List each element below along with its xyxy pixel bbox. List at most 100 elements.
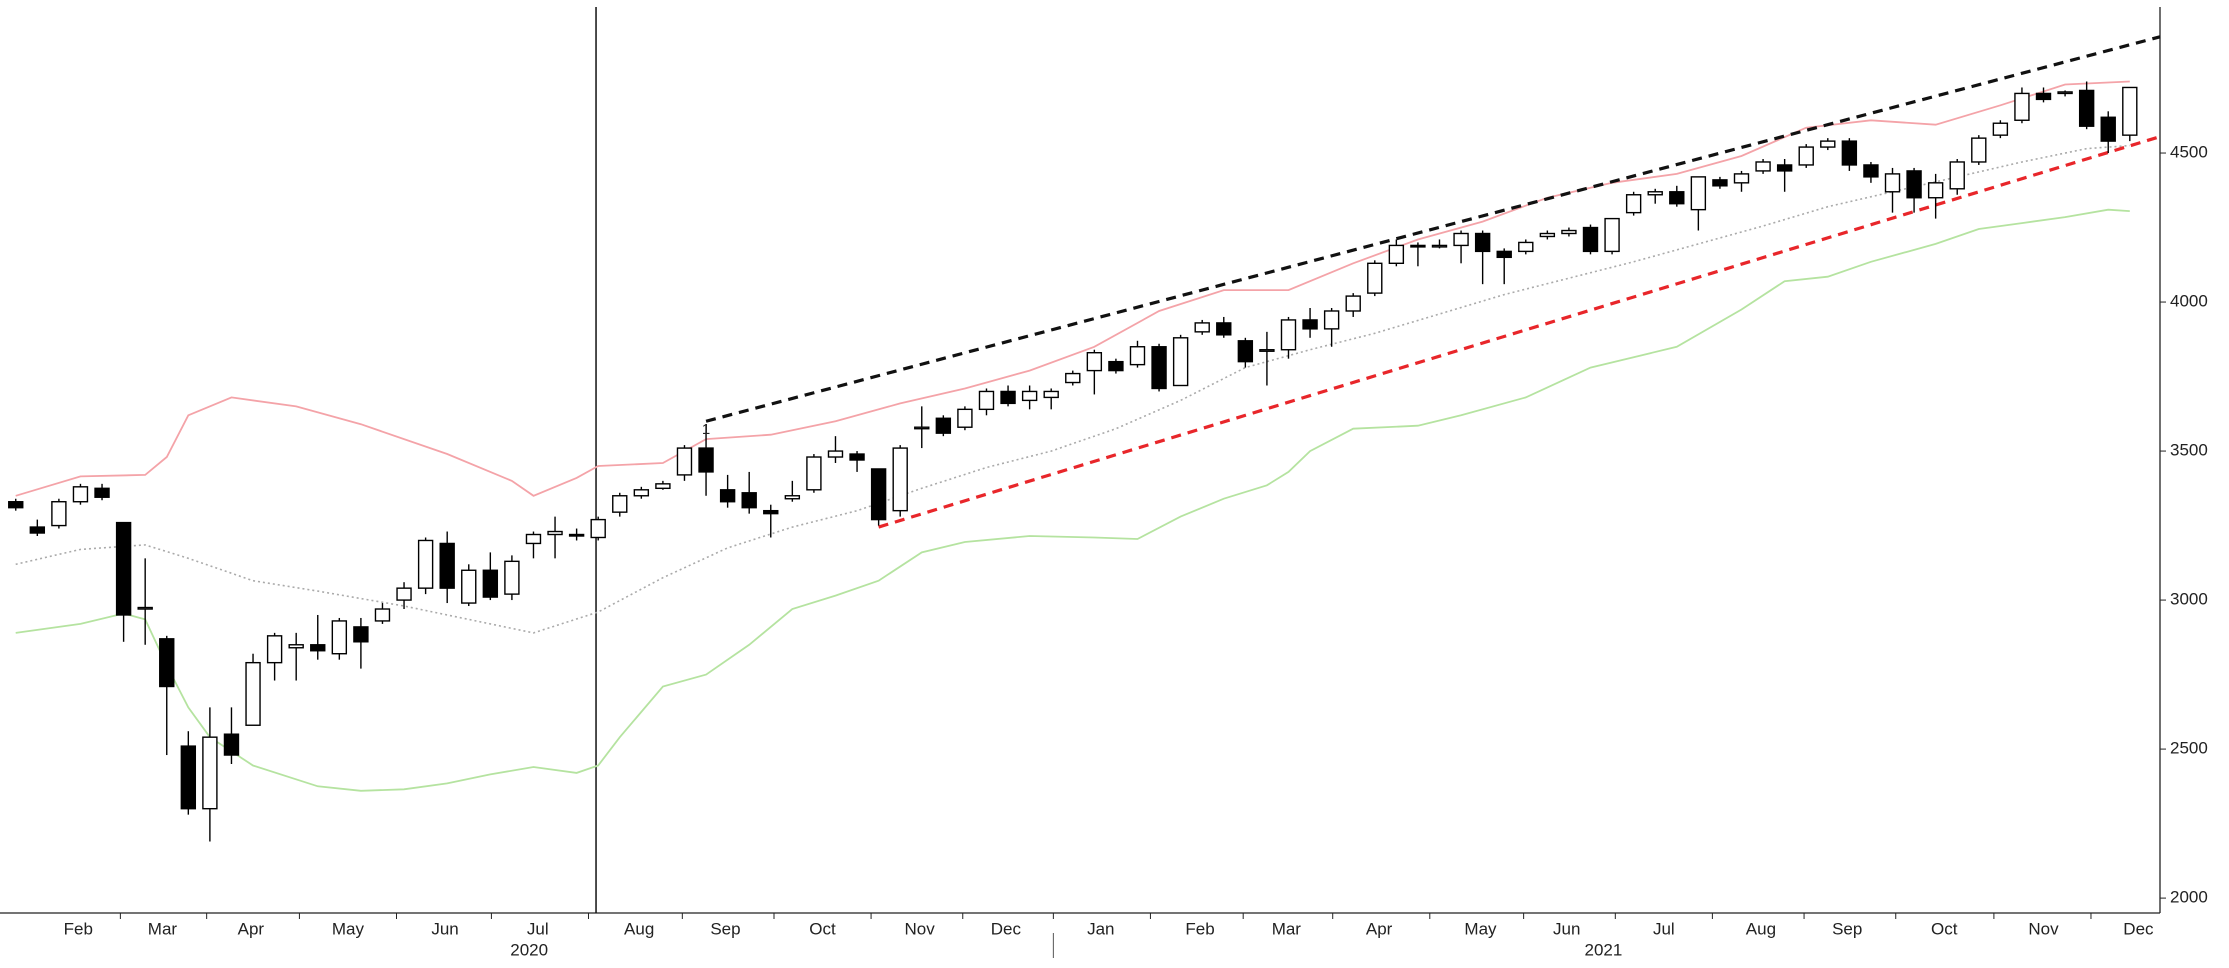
x-tick-label: Oct xyxy=(809,919,836,938)
candle-body xyxy=(94,487,110,498)
candle-body xyxy=(849,453,865,461)
candle-body xyxy=(1043,390,1059,399)
candle-body xyxy=(159,638,175,688)
candle-body xyxy=(245,661,261,726)
candle-body xyxy=(1884,173,1901,193)
x-tick-label: Sep xyxy=(710,919,740,938)
candle-body xyxy=(1561,229,1577,235)
candle-body xyxy=(763,509,779,515)
trend-line xyxy=(878,135,2161,529)
candle-body xyxy=(1302,319,1318,330)
candle-body xyxy=(655,483,671,490)
candle-body xyxy=(1000,390,1016,405)
y-tick-label: 2500 xyxy=(2170,739,2208,758)
candle-body xyxy=(137,606,153,610)
candle-body xyxy=(223,733,240,756)
annotation: 1 xyxy=(702,421,710,438)
x-tick-label: Nov xyxy=(904,919,935,938)
candle-body xyxy=(935,417,952,434)
x-tick-label: Apr xyxy=(238,919,265,938)
candle-body xyxy=(1280,319,1297,351)
candle-body xyxy=(1172,337,1189,387)
candle-body xyxy=(914,426,930,430)
candle-body xyxy=(1582,226,1599,253)
candle-body xyxy=(504,560,520,595)
candle-body xyxy=(590,518,606,539)
candle-body xyxy=(547,530,563,536)
candle-body xyxy=(1604,217,1620,253)
band-line xyxy=(15,80,2130,497)
candle-body xyxy=(719,489,736,503)
candle-body xyxy=(1453,232,1469,247)
band-line xyxy=(15,144,2130,634)
candle-body xyxy=(439,542,455,589)
candle-body xyxy=(331,620,348,655)
x-tick-label: Oct xyxy=(1931,919,1958,938)
y-tick-label: 3000 xyxy=(2170,590,2208,609)
candle-body xyxy=(202,736,218,810)
candle-body xyxy=(1776,164,1793,172)
candle-body xyxy=(1431,244,1448,248)
candle-body xyxy=(72,486,89,503)
candle-body xyxy=(1151,346,1167,390)
x-tick-label: Jul xyxy=(1653,919,1675,938)
y-tick-label: 2000 xyxy=(2170,888,2208,907)
y-tick-label: 4000 xyxy=(2170,292,2208,311)
x-tick-label: Mar xyxy=(1272,919,1302,938)
candle-body xyxy=(1841,140,1858,166)
year-label: 2020 xyxy=(510,940,548,959)
candle-body xyxy=(978,390,995,411)
x-tick-label: Dec xyxy=(991,919,1022,938)
candle-body xyxy=(1755,161,1771,172)
candle-body xyxy=(1863,164,1879,178)
candle-body xyxy=(1992,122,2009,136)
x-tick-label: Jan xyxy=(1087,919,1114,938)
candle-body xyxy=(1906,170,1922,199)
x-tick-label: May xyxy=(1464,919,1497,938)
candle-body xyxy=(29,526,46,534)
candle-body xyxy=(1669,191,1685,205)
candle-body xyxy=(1410,244,1426,248)
candle-body xyxy=(417,539,434,589)
candle-body xyxy=(698,447,714,473)
candle-body xyxy=(310,644,326,652)
candle-body xyxy=(1216,322,1232,336)
x-tick-label: Jul xyxy=(527,919,549,938)
candle-body xyxy=(633,489,650,497)
candle-body xyxy=(1237,340,1254,363)
candle-body xyxy=(266,635,283,664)
candle-body xyxy=(1518,241,1534,253)
band-line xyxy=(15,208,2130,792)
candle-body xyxy=(8,501,24,509)
candle-body xyxy=(612,495,628,513)
candle-body xyxy=(2035,92,2052,101)
candle-body xyxy=(1971,137,1987,163)
x-tick-label: Aug xyxy=(1746,919,1776,938)
x-tick-label: Dec xyxy=(2123,919,2154,938)
candle-body xyxy=(1367,262,1383,294)
candle-body xyxy=(288,644,304,649)
x-tick-label: Sep xyxy=(1832,919,1862,938)
candle-body xyxy=(1021,390,1038,402)
candle-body xyxy=(2122,86,2138,136)
x-tick-label: Mar xyxy=(148,919,178,938)
candle-body xyxy=(525,533,542,545)
candle-body xyxy=(784,495,801,500)
x-tick-label: Jun xyxy=(431,919,458,938)
candle-body xyxy=(1712,179,1728,187)
candle-body xyxy=(115,521,132,616)
candle-body xyxy=(180,745,197,810)
candle-body xyxy=(461,569,477,604)
year-label: 2021 xyxy=(1585,940,1623,959)
x-tick-label: Nov xyxy=(2028,919,2059,938)
candle-body xyxy=(1647,191,1663,196)
candle-body xyxy=(2078,89,2095,127)
x-tick-label: Aug xyxy=(624,919,654,938)
candle-body xyxy=(1323,310,1340,330)
candle-body xyxy=(51,501,67,527)
candle-body xyxy=(374,608,391,622)
candle-body xyxy=(1496,250,1512,259)
candle-body xyxy=(1194,322,1210,333)
x-tick-label: Jun xyxy=(1553,919,1580,938)
